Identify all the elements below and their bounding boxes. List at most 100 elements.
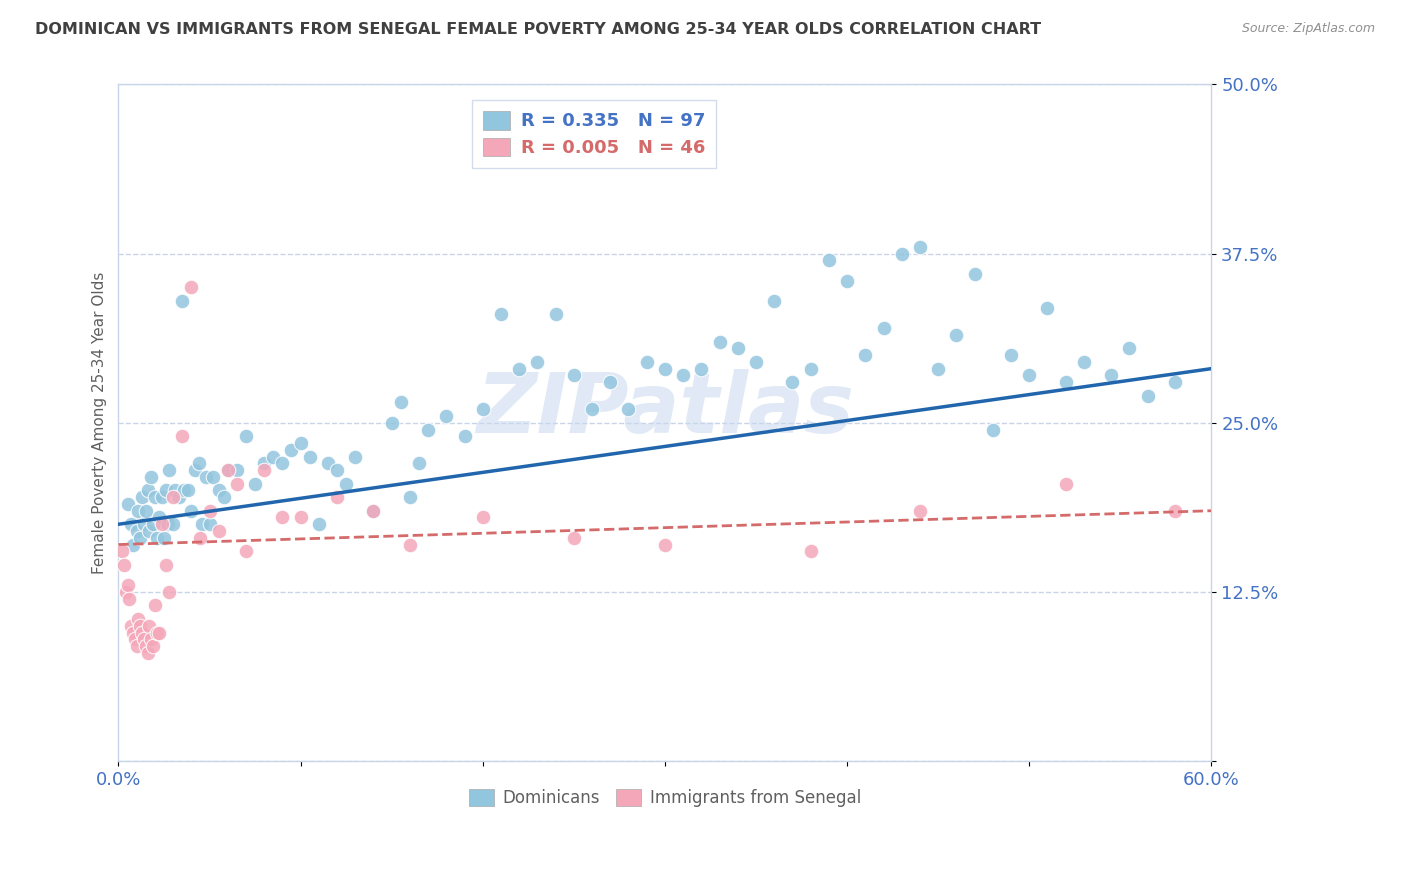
Point — [159, 585, 181, 599]
Point — [180, 504, 202, 518]
Point — [124, 632, 146, 647]
Point — [253, 463, 276, 477]
Point — [835, 274, 858, 288]
Point — [271, 456, 294, 470]
Point — [908, 504, 931, 518]
Point — [155, 483, 177, 498]
Point — [129, 619, 152, 633]
Point — [763, 293, 786, 308]
Point — [173, 483, 195, 498]
Point — [298, 450, 321, 464]
Point — [184, 463, 207, 477]
Point — [120, 619, 142, 633]
Point — [225, 463, 247, 477]
Point — [526, 355, 548, 369]
Point — [599, 375, 621, 389]
Point — [562, 531, 585, 545]
Point — [654, 361, 676, 376]
Point — [132, 632, 155, 647]
Point — [191, 517, 214, 532]
Point — [143, 599, 166, 613]
Point — [243, 476, 266, 491]
Point — [562, 368, 585, 383]
Point — [927, 361, 949, 376]
Point — [198, 504, 221, 518]
Point — [709, 334, 731, 349]
Point — [508, 361, 530, 376]
Point — [136, 483, 159, 498]
Point — [172, 429, 194, 443]
Point — [489, 308, 512, 322]
Point — [129, 531, 152, 545]
Point — [363, 504, 385, 518]
Point — [122, 625, 145, 640]
Point — [654, 537, 676, 551]
Point — [135, 504, 157, 518]
Point — [389, 395, 412, 409]
Point — [190, 531, 212, 545]
Point — [1073, 355, 1095, 369]
Text: ZIPatlas: ZIPatlas — [477, 368, 853, 450]
Point — [217, 463, 239, 477]
Point — [544, 308, 567, 322]
Point — [120, 517, 142, 532]
Legend: Dominicans, Immigrants from Senegal: Dominicans, Immigrants from Senegal — [463, 782, 868, 814]
Point — [690, 361, 713, 376]
Point — [1000, 348, 1022, 362]
Point — [335, 476, 357, 491]
Point — [890, 246, 912, 260]
Point — [127, 612, 149, 626]
Point — [153, 531, 176, 545]
Point — [156, 517, 179, 532]
Point — [131, 490, 153, 504]
Point — [202, 470, 225, 484]
Point — [114, 585, 136, 599]
Point — [981, 423, 1004, 437]
Point — [745, 355, 768, 369]
Point — [131, 625, 153, 640]
Point — [326, 463, 349, 477]
Point — [217, 463, 239, 477]
Point — [727, 342, 749, 356]
Point — [207, 483, 229, 498]
Point — [945, 327, 967, 342]
Point — [207, 524, 229, 538]
Point — [399, 490, 422, 504]
Point — [145, 531, 167, 545]
Point — [381, 416, 404, 430]
Point — [1136, 389, 1159, 403]
Point — [138, 524, 160, 538]
Point — [326, 490, 349, 504]
Point — [363, 504, 385, 518]
Text: DOMINICAN VS IMMIGRANTS FROM SENEGAL FEMALE POVERTY AMONG 25-34 YEAR OLDS CORREL: DOMINICAN VS IMMIGRANTS FROM SENEGAL FEM… — [35, 22, 1042, 37]
Point — [308, 517, 330, 532]
Point — [162, 517, 184, 532]
Point — [125, 639, 148, 653]
Point — [138, 619, 160, 633]
Point — [198, 517, 221, 532]
Point — [142, 639, 165, 653]
Point — [150, 517, 173, 532]
Point — [963, 267, 986, 281]
Point — [471, 402, 494, 417]
Point — [150, 490, 173, 504]
Point — [290, 436, 312, 450]
Point — [167, 490, 190, 504]
Point — [800, 361, 823, 376]
Point — [280, 442, 302, 457]
Point — [141, 470, 163, 484]
Point — [271, 510, 294, 524]
Point — [636, 355, 658, 369]
Point — [1164, 375, 1187, 389]
Point — [399, 537, 422, 551]
Point — [434, 409, 457, 423]
Point — [235, 429, 257, 443]
Point — [853, 348, 876, 362]
Point — [127, 504, 149, 518]
Point — [416, 423, 439, 437]
Point — [581, 402, 603, 417]
Point — [290, 510, 312, 524]
Point — [212, 490, 235, 504]
Point — [136, 646, 159, 660]
Point — [872, 321, 894, 335]
